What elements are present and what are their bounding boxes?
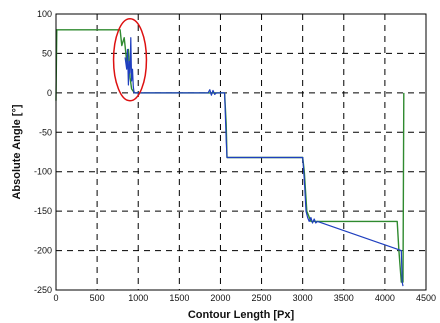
x-tick-label: 3500 <box>334 293 354 303</box>
series-line-2 <box>124 37 404 287</box>
y-tick-label: 0 <box>47 88 52 98</box>
y-tick-label: -100 <box>34 167 52 177</box>
highlight-ellipse <box>112 17 148 102</box>
tick-labels: 0 500 1000 1500 2000 2500 3000 3500 4000 45001005… <box>34 9 436 303</box>
y-axis-label: Absolute Angle [°] <box>11 104 23 199</box>
y-tick-label: -50 <box>39 127 52 137</box>
y-tick-label: -150 <box>34 206 52 216</box>
series-line-1 <box>55 29 405 283</box>
x-tick-label: 2500 <box>252 293 272 303</box>
y-tick-label: 50 <box>42 48 52 58</box>
x-tick-label: 0 <box>53 293 58 303</box>
x-tick-label: 4000 <box>375 293 395 303</box>
plot-area-frame <box>55 13 427 291</box>
annotation <box>112 17 148 102</box>
series-lines <box>55 29 405 287</box>
x-tick-label: 2000 <box>210 293 230 303</box>
x-tick-label: 500 <box>90 293 105 303</box>
x-tick-label: 3000 <box>293 293 313 303</box>
y-tick-label: -250 <box>34 285 52 295</box>
y-tick-label: -200 <box>34 246 52 256</box>
x-tick-label: 1000 <box>128 293 148 303</box>
grid-lines <box>56 14 426 290</box>
x-tick-label: 1500 <box>169 293 189 303</box>
x-axis-label: Contour Length [Px] <box>188 309 295 321</box>
y-tick-label: 100 <box>37 9 52 19</box>
x-tick-label: 4500 <box>416 293 436 303</box>
